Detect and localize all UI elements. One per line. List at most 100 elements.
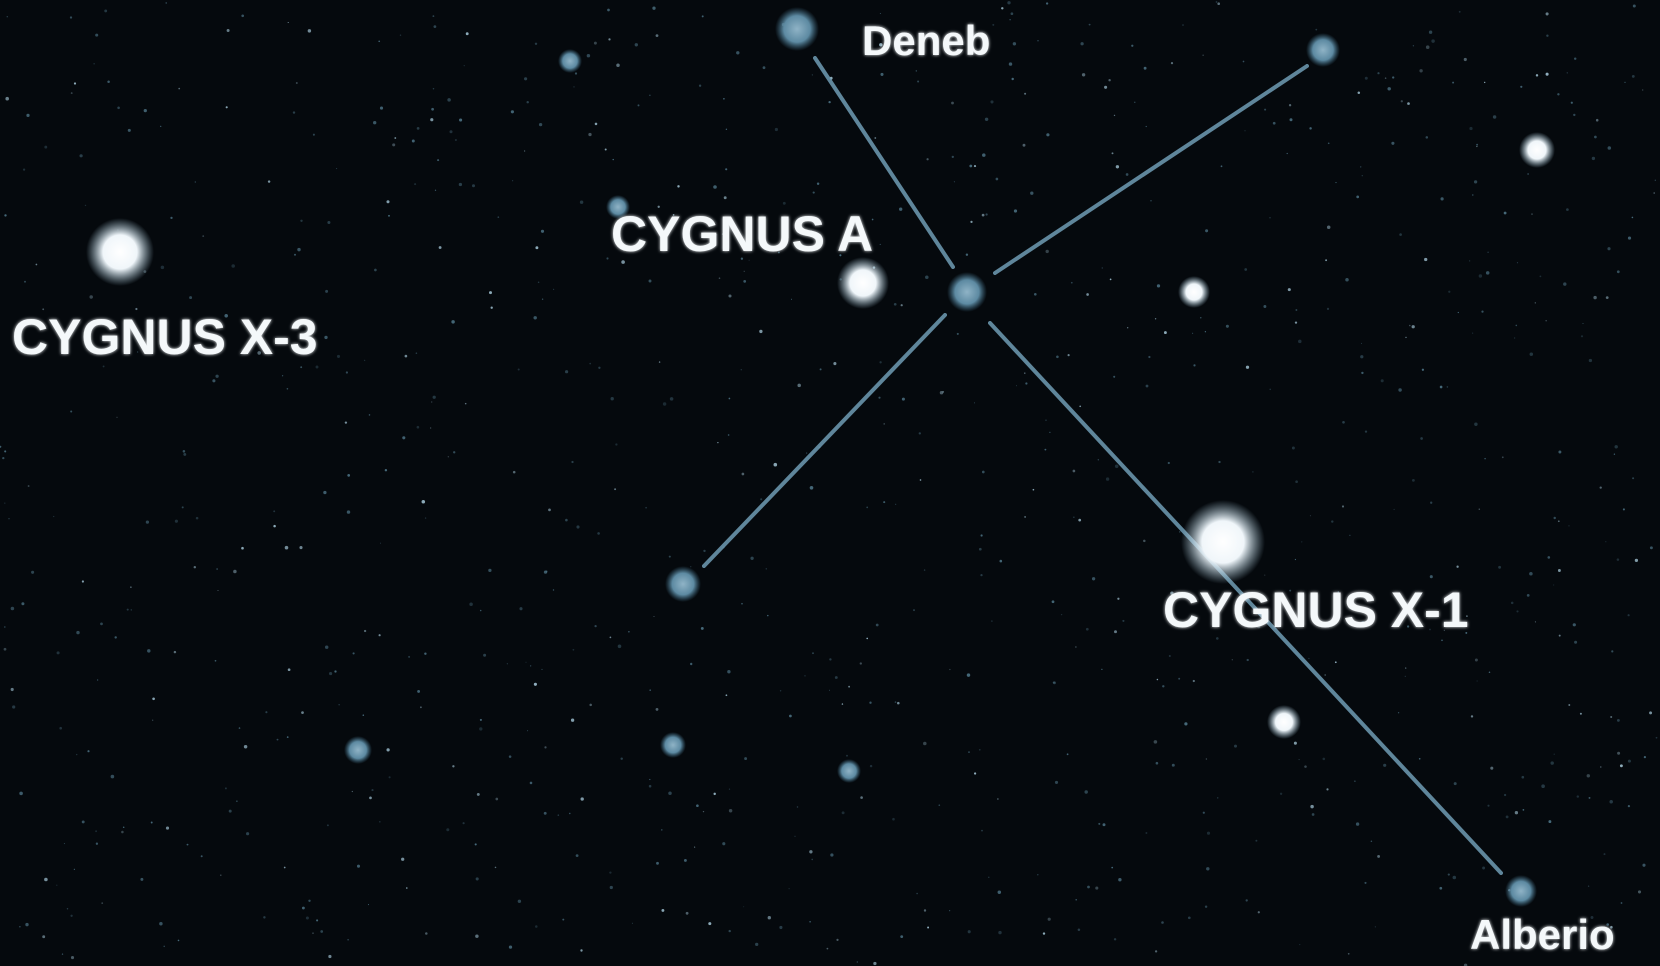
faint-star (1649, 711, 1652, 714)
faint-star (1258, 911, 1260, 913)
faint-star (729, 398, 731, 400)
faint-star (981, 534, 983, 536)
faint-star (1164, 331, 1167, 334)
faint-star (218, 590, 219, 591)
faint-star (783, 202, 786, 205)
faint-star (1116, 165, 1119, 168)
faint-star (1472, 333, 1473, 334)
faint-star (703, 550, 705, 552)
faint-star (677, 185, 679, 187)
faint-star (1464, 58, 1467, 61)
faint-star (363, 714, 365, 716)
faint-star (927, 927, 929, 929)
faint-star (1551, 761, 1554, 764)
faint-star (526, 101, 528, 103)
faint-star (416, 352, 418, 354)
faint-star (1033, 489, 1035, 491)
faint-star (4, 626, 6, 628)
faint-star (1546, 12, 1549, 15)
faint-star (580, 200, 583, 203)
faint-star (325, 290, 328, 293)
faint-star (1323, 758, 1326, 761)
faint-star (1299, 944, 1300, 945)
faint-star (1582, 323, 1583, 324)
faint-star (1448, 291, 1450, 293)
faint-star (1440, 386, 1443, 389)
faint-star (380, 543, 381, 544)
faint-star (1328, 142, 1330, 144)
faint-star (827, 948, 829, 950)
faint-star (1422, 369, 1424, 371)
faint-star (7, 16, 8, 17)
faint-star (82, 820, 85, 823)
faint-star (1200, 317, 1201, 318)
faint-star (336, 168, 337, 169)
faint-star (789, 888, 790, 889)
faint-star (1103, 823, 1106, 826)
faint-star (1365, 430, 1367, 432)
faint-star (1474, 180, 1477, 183)
faint-star (378, 40, 380, 42)
faint-star (1154, 740, 1158, 744)
faint-star (386, 200, 389, 203)
faint-star (165, 2, 166, 3)
faint-star (294, 254, 296, 256)
faint-star (313, 134, 315, 136)
faint-star (985, 213, 987, 215)
faint-star (1052, 600, 1055, 603)
faint-star (1529, 572, 1533, 576)
faint-star (860, 662, 862, 664)
faint-star (1504, 212, 1507, 215)
faint-star (997, 798, 998, 799)
faint-star (1110, 279, 1112, 281)
faint-star (916, 893, 918, 895)
faint-star (1098, 823, 1100, 825)
faint-star (813, 192, 815, 194)
faint-star (1273, 122, 1276, 125)
faint-star (982, 153, 986, 157)
faint-star (548, 509, 551, 512)
faint-star (1087, 886, 1090, 889)
faint-star (1587, 774, 1590, 777)
faint-star (923, 742, 927, 746)
faint-star (1398, 388, 1401, 391)
faint-star (866, 507, 868, 509)
faint-star (394, 137, 396, 139)
faint-star (726, 694, 728, 696)
faint-star (417, 690, 420, 693)
faint-star (1061, 614, 1062, 615)
faint-star (1577, 795, 1579, 797)
faint-star (1046, 2, 1048, 4)
faint-star (717, 442, 718, 443)
faint-star (475, 934, 478, 937)
faint-star (229, 810, 232, 813)
faint-star (374, 269, 377, 272)
faint-star (789, 715, 792, 718)
faint-star (339, 704, 340, 705)
faint-star (420, 706, 422, 708)
faint-star (231, 264, 235, 268)
faint-star (1118, 878, 1121, 881)
faint-star (539, 123, 542, 126)
faint-star (998, 891, 1001, 894)
faint-star (1628, 760, 1631, 763)
faint-star (227, 29, 230, 32)
star (1519, 132, 1555, 168)
faint-star (432, 15, 434, 17)
faint-star (74, 869, 75, 870)
background (0, 0, 1660, 966)
faint-star (1068, 354, 1070, 356)
faint-star (450, 130, 453, 133)
faint-star (12, 705, 15, 708)
faint-star (25, 923, 28, 926)
faint-star (1308, 658, 1309, 659)
faint-star (1309, 127, 1311, 129)
faint-star (1536, 74, 1538, 76)
faint-star (1295, 480, 1298, 483)
faint-star (293, 111, 295, 113)
faint-star (239, 727, 241, 729)
faint-star (638, 104, 640, 106)
faint-star (1614, 445, 1617, 448)
faint-star (1391, 142, 1394, 145)
faint-star (1611, 650, 1613, 652)
